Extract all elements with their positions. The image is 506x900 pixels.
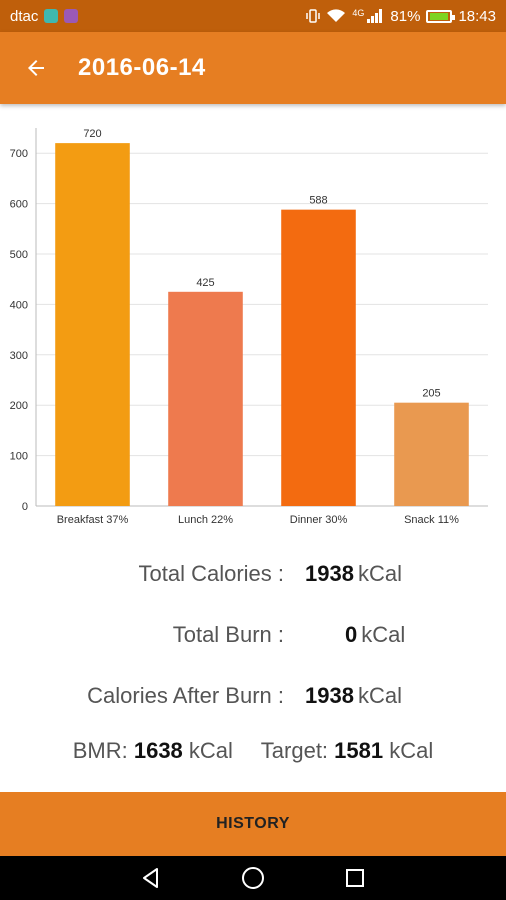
x-tick-label: Snack 11% [404, 514, 459, 526]
total-burn-row: Total Burn : 0 kCal [0, 614, 506, 654]
bar [281, 209, 356, 506]
bmr-value: 1638 [133, 738, 183, 763]
calorie-bar-chart: 0 100 200 300 400 500 600 700 720 Breakfast 37% 42… [0, 120, 506, 530]
bar [55, 143, 130, 506]
chart-svg: 0 100 200 300 400 500 600 700 720 Breakfast 37% 42… [10, 128, 488, 526]
square-recents-icon [346, 869, 364, 887]
circle-home-icon [242, 867, 264, 889]
notification-app-icon [64, 9, 79, 23]
y-tick-label: 700 [10, 148, 28, 160]
app-bar: 2016-06-14 [0, 32, 506, 104]
target-value: 1581 [334, 738, 384, 763]
after-burn-label: Calories After Burn : [87, 683, 284, 708]
carrier-label: dtac [10, 7, 39, 25]
notification-app-icon [44, 9, 59, 23]
nav-recents-button[interactable] [333, 856, 377, 900]
total-calories-number: 1938 [305, 561, 354, 586]
total-calories-label: Total Calories : [138, 561, 284, 586]
history-button[interactable]: HISTORY [0, 792, 506, 856]
status-left: dtac [10, 7, 79, 25]
wifi-icon [327, 9, 346, 22]
vibrate-icon [306, 9, 321, 23]
bar-value-label: 720 [83, 128, 101, 140]
signal-icon [367, 9, 383, 23]
back-button[interactable] [0, 32, 72, 104]
network-type-label: 4G [352, 7, 365, 18]
y-tick-label: 200 [10, 400, 28, 412]
y-tick-label: 100 [10, 451, 28, 463]
x-tick-label: Lunch 22% [178, 514, 233, 526]
clock: 18:43 [458, 7, 496, 25]
y-tick-label: 400 [10, 299, 28, 311]
arrow-back-icon [28, 60, 44, 76]
bar [394, 402, 469, 506]
unit-label: kCal [188, 738, 233, 763]
bar [168, 291, 243, 506]
battery-icon [426, 9, 456, 23]
total-burn-number: 0 [345, 622, 358, 647]
bar-value-label: 205 [422, 388, 440, 400]
bar-value-label: 425 [196, 277, 214, 289]
y-tick-label: 300 [10, 350, 28, 362]
unit-label: kCal [357, 683, 402, 708]
after-burn-value: 1938 kCal [305, 683, 402, 709]
y-tick-label: 0 [22, 501, 28, 513]
after-burn-number: 1938 [305, 683, 354, 708]
x-tick-label: Breakfast 37% [57, 514, 129, 526]
bmr-label: BMR: [72, 738, 128, 763]
bar-value-label: 588 [309, 195, 327, 207]
battery-percent: 81% [390, 7, 421, 25]
nav-home-button[interactable] [231, 856, 275, 900]
total-calories-row: Total Calories : 1938 kCal [0, 553, 506, 593]
system-nav-bar [0, 856, 506, 900]
status-right: 4G 81% 18:43 [306, 8, 496, 25]
total-burn-label: Total Burn : [172, 622, 284, 647]
bmr-target-row: BMR: 1638 kCal Target: 1581 kCal [0, 738, 506, 764]
unit-label: kCal [357, 561, 402, 586]
page-title: 2016-06-14 [78, 54, 206, 81]
total-calories-value: 1938 kCal [305, 561, 402, 587]
y-tick-label: 600 [10, 199, 28, 211]
y-tick-label: 500 [10, 249, 28, 261]
unit-label: kCal [389, 738, 434, 763]
total-burn-value: 0 kCal [345, 622, 405, 648]
unit-label: kCal [361, 622, 406, 647]
target-label: Target: [260, 738, 329, 763]
triangle-back-icon [143, 868, 158, 888]
x-tick-label: Dinner 30% [290, 514, 348, 526]
status-bar: dtac 4G 81% 18:43 [0, 0, 506, 32]
nav-back-button[interactable] [129, 856, 173, 900]
after-burn-row: Calories After Burn : 1938 kCal [0, 675, 506, 715]
